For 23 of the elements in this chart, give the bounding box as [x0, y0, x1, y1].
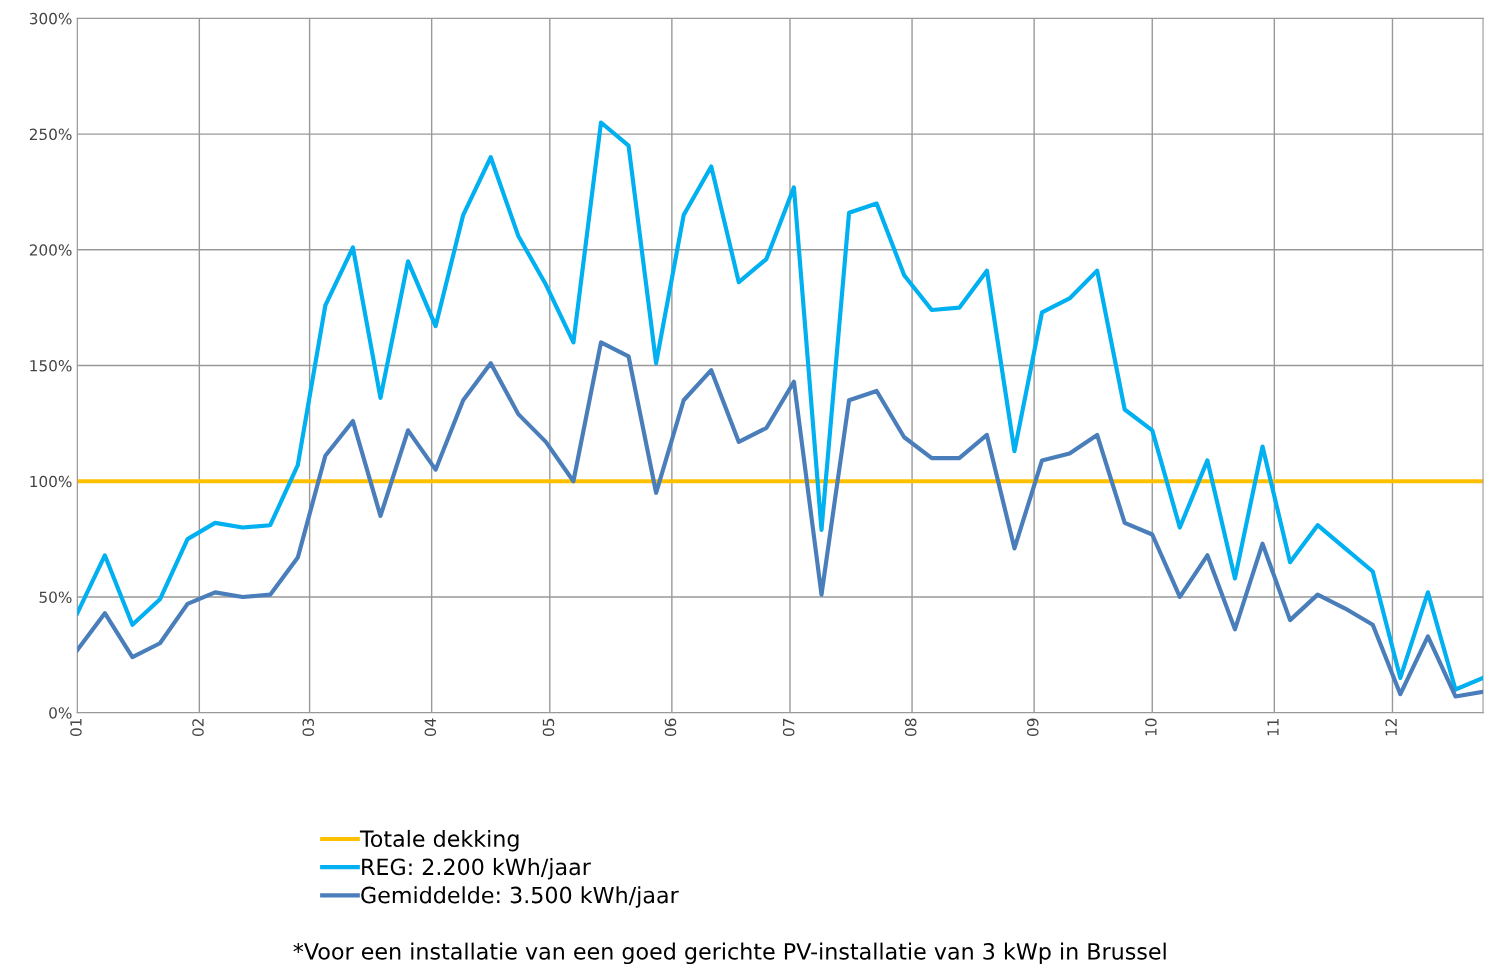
x-tick-label: 09 — [1027, 718, 1039, 736]
x-tick-label: 10 — [1145, 718, 1157, 736]
x-tick-label: 02 — [192, 719, 204, 736]
y-tick-label: 50% — [39, 591, 72, 603]
x-tick-label: 07 — [782, 718, 795, 736]
legend-label: Totale dekking — [359, 829, 519, 852]
x-tick-label: 06 — [664, 718, 677, 736]
x-tick-label: 01 — [70, 718, 82, 736]
y-tick-label: 0% — [49, 707, 72, 719]
x-tick-label: 05 — [542, 718, 555, 736]
text: *Voor een installatie van een goed gerichte PV-installatie van 3 kWp in Brussel — [293, 942, 1166, 965]
legend-label: REG: 2.200 kWh/jaar — [362, 858, 591, 880]
x-tick-label: 12 — [1385, 719, 1397, 736]
x-tick-label: 11 — [1267, 718, 1279, 736]
x-tick-label: 03 — [302, 718, 315, 736]
y-tick-label: 200% — [29, 244, 72, 256]
y-tick-label: 250% — [29, 128, 72, 141]
y-tick-label: 300% — [29, 12, 72, 25]
x-tick-label: 08 — [904, 718, 917, 736]
y-tick-label: 150% — [30, 359, 72, 372]
x-tick-label: 04 — [424, 718, 437, 736]
legend-label: Gemiddelde: 3.500 kWh/jaar — [361, 886, 679, 908]
y-tick-label: 100% — [30, 475, 72, 488]
